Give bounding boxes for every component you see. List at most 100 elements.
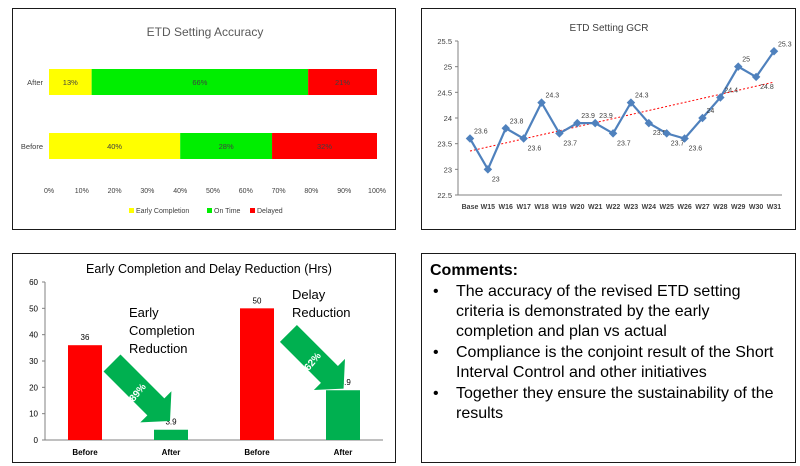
data-label: 32% [317,142,332,151]
data-label: 23.7 [563,140,577,147]
tick-label: 23.5 [437,140,452,149]
tick-label: W16 [499,204,514,211]
data-point [608,129,618,138]
annotation-text: Delay [292,287,326,302]
bar [68,345,102,440]
category-label: After [27,78,43,87]
tick-label: 30% [140,188,154,195]
arrow-shape [279,324,345,390]
bullet-icon: • [433,385,439,402]
data-point [555,129,564,138]
data-label: 24.3 [546,93,560,100]
data-label: 23.7 [617,140,631,147]
data-label: 23 [492,176,500,183]
tick-label: 60 [29,278,38,287]
comment-line: Compliance is the conjoint result of the… [456,344,774,361]
data-label: 24.8 [760,84,774,91]
comments-box: Comments: • The accuracy of the revised … [430,262,785,425]
tick-label: 60% [239,188,253,195]
etd-accuracy-chart: ETD Setting Accuracy After 13% 66% 21% Before… [21,25,386,215]
tick-label: W19 [552,204,567,211]
etd-accuracy-chart-panel: ETD Setting Accuracy After 13% 66% 21% Before… [12,8,396,230]
tick-label: 24 [444,114,452,123]
tick-label: 0% [44,188,54,195]
tick-label: W25 [660,204,675,211]
tick-label: 0 [34,436,39,445]
legend-swatch [207,208,212,213]
data-label: 23.6 [474,129,488,136]
tick-label: 70% [272,188,286,195]
data-point [626,98,636,107]
tick-label: W22 [606,204,621,211]
data-point [519,134,528,143]
tick-label: W20 [570,204,585,211]
data-label: 24 [706,108,714,115]
legend-swatch [250,208,255,213]
reduction-chart-panel: Early Completion and Delay Reduction (Hr… [12,253,396,463]
data-label: 3.9 [165,418,177,427]
arrow-shape [103,354,172,423]
bar-segment [91,69,309,95]
data-label: 23.6 [689,146,703,153]
comment-item: • Compliance is the conjoint result of t… [430,343,785,383]
bar-segment [49,69,92,95]
comment-item: • Together they ensure the sustainabilit… [430,384,785,424]
comments-heading: Comments: [430,262,519,279]
tick-label: W23 [624,204,639,211]
data-label: 28% [219,142,234,151]
bar-segment [272,133,377,159]
comment-line: criteria is demonstrated by the early [456,303,710,320]
data-label: 23.9 [599,113,613,120]
data-point [501,124,511,133]
annotation-text: Reduction [292,305,351,320]
series-line [469,50,775,172]
data-point [590,118,600,128]
tick-label: Base [462,204,479,211]
bar [240,308,274,440]
etd-gcr-chart-panel: ETD Setting GCR 22.5 23 23.5 24 24.5 25 25.5 Bas… [421,8,796,230]
legend-swatch [129,208,134,213]
tick-label: 50% [206,188,220,195]
comment-line: The accuracy of the revised ETD setting [456,283,741,300]
tick-label: 40 [29,331,38,340]
tick-label: 20% [108,188,122,195]
bar [154,429,188,440]
comment-line: results [456,405,504,422]
tick-label: 50 [29,304,38,313]
data-label: 25 [742,57,750,64]
data-label: 25.3 [778,41,792,48]
tick-label: W15 [481,204,496,211]
comments-list: • The accuracy of the revised ETD settin… [430,282,785,424]
tick-label: 20 [29,383,38,392]
tick-label: 23 [444,165,452,174]
data-point [573,118,582,128]
bullet-icon: • [433,283,439,300]
data-point [680,134,689,143]
bar [326,390,360,440]
annotation-text: Completion [129,323,195,338]
tick-label: W31 [767,204,782,211]
data-label: 13% [63,78,78,87]
comment-item: • The accuracy of the revised ETD settin… [430,282,785,342]
tick-label: Before [244,448,270,457]
etd-gcr-chart: ETD Setting GCR 22.5 23 23.5 24 24.5 25 25.5 Bas… [437,23,792,211]
tick-label: W28 [713,204,728,211]
tick-label: W27 [695,204,710,211]
data-label: 23.7 [671,140,685,147]
arrow-down-right-icon [103,354,172,423]
bullet-icon: • [433,344,439,361]
annotation-text: Early [129,305,159,320]
comment-line: Interval Control and other initiatives [456,364,707,381]
tick-label: 25.5 [437,37,452,46]
data-label: 23.9 [581,113,595,120]
data-label: 21% [335,78,350,87]
tick-label: W17 [516,204,531,211]
tick-label: W29 [731,204,746,211]
data-point [644,118,654,128]
legend-label: On Time [214,208,241,215]
legend-label: Delayed [257,208,283,215]
data-point [751,72,761,82]
comment-line: Together they ensure the sustainability … [456,385,774,402]
tick-label: W21 [588,204,603,211]
comments-panel: Comments: • The accuracy of the revised … [421,253,796,463]
